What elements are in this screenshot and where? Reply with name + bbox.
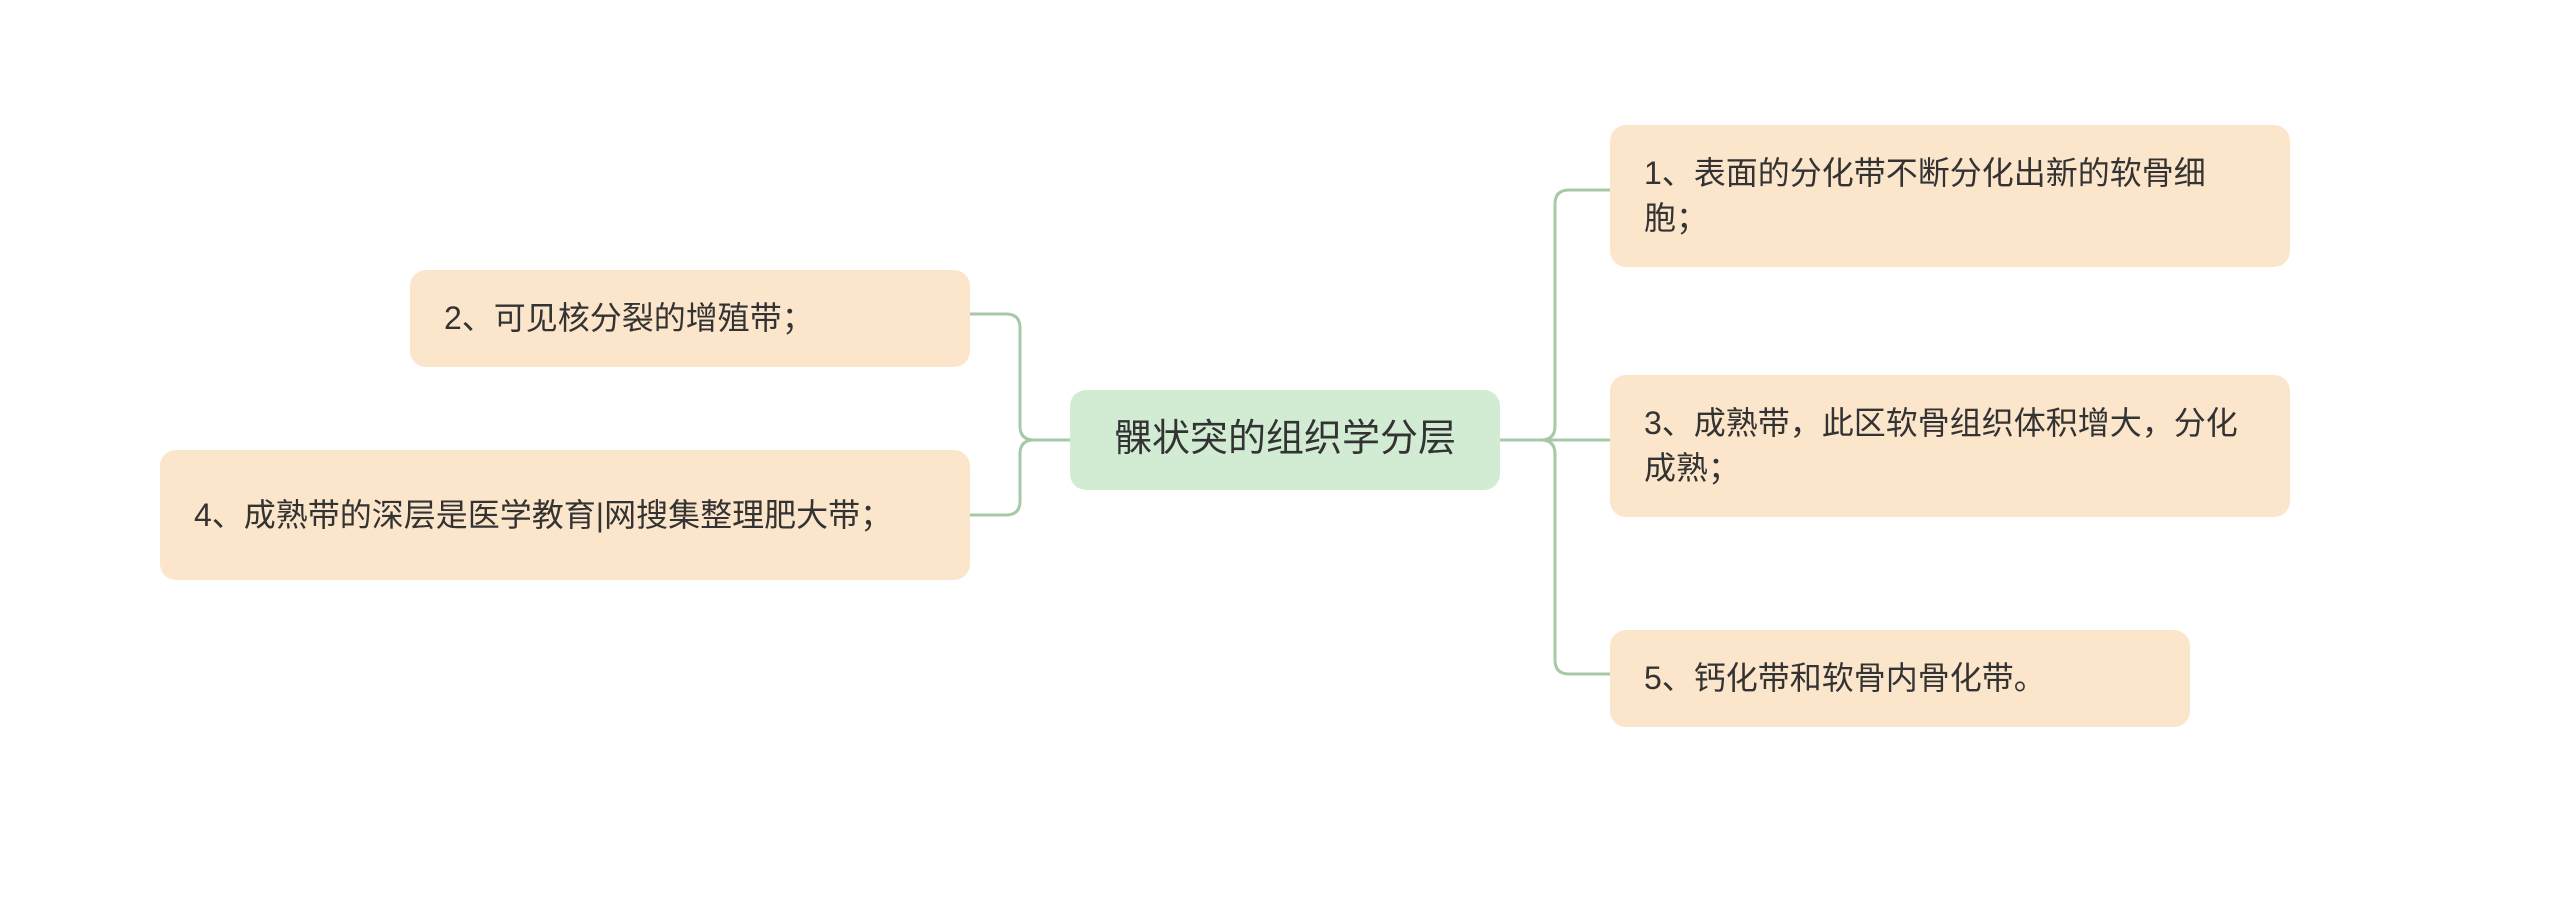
connector bbox=[970, 314, 1070, 440]
leaf-node-label: 2、可见核分裂的增殖带； bbox=[444, 296, 814, 341]
center-node-label: 髁状突的组织学分层 bbox=[1114, 413, 1456, 466]
leaf-node-label: 3、成熟带，此区软骨组织体积增大，分化成熟； bbox=[1644, 401, 2256, 491]
connector bbox=[1500, 190, 1610, 440]
leaf-node-label: 1、表面的分化带不断分化出新的软骨细胞； bbox=[1644, 151, 2256, 241]
leaf-node-label: 5、钙化带和软骨内骨化带。 bbox=[1644, 656, 2046, 701]
leaf-node-label: 4、成熟带的深层是医学教育|网搜集整理肥大带； bbox=[194, 493, 892, 538]
leaf-node-r1: 1、表面的分化带不断分化出新的软骨细胞； bbox=[1610, 125, 2290, 267]
leaf-node-l2: 4、成熟带的深层是医学教育|网搜集整理肥大带； bbox=[160, 450, 970, 580]
connector bbox=[970, 440, 1070, 515]
leaf-node-l1: 2、可见核分裂的增殖带； bbox=[410, 270, 970, 367]
leaf-node-r3: 5、钙化带和软骨内骨化带。 bbox=[1610, 630, 2190, 727]
leaf-node-r2: 3、成熟带，此区软骨组织体积增大，分化成熟； bbox=[1610, 375, 2290, 517]
connector bbox=[1500, 440, 1610, 674]
center-node: 髁状突的组织学分层 bbox=[1070, 390, 1500, 490]
